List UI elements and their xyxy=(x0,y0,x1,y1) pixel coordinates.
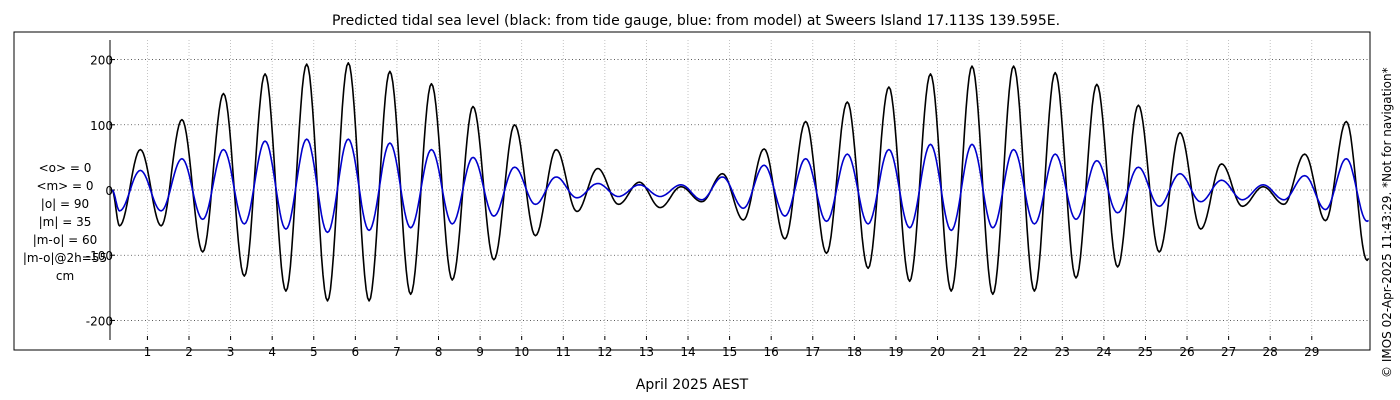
stat-abs-diff-2h: |m-o|@2h=55 xyxy=(23,251,107,265)
x-tick-label-28: 28 xyxy=(1263,345,1278,359)
y-tick-label-0: 0 xyxy=(105,184,113,198)
x-tick-label-1: 1 xyxy=(144,345,152,359)
x-tick-label-24: 24 xyxy=(1096,345,1111,359)
x-tick-label-27: 27 xyxy=(1221,345,1236,359)
x-tick-label-3: 3 xyxy=(227,345,235,359)
axes xyxy=(109,40,1313,340)
x-tick-label-22: 22 xyxy=(1013,345,1028,359)
y-tick-label-200: 200 xyxy=(90,54,113,68)
x-tick-label-17: 17 xyxy=(805,345,820,359)
y-tick-label-100: 100 xyxy=(90,119,113,133)
x-tick-label-15: 15 xyxy=(722,345,737,359)
y-tick-label--200: -200 xyxy=(86,314,113,328)
x-tick-label-29: 29 xyxy=(1304,345,1319,359)
y-tick-label--100: -100 xyxy=(86,249,113,263)
outer-frame xyxy=(13,31,1371,351)
x-tick-label-11: 11 xyxy=(556,345,571,359)
x-tick-label-25: 25 xyxy=(1138,345,1153,359)
x-tick-label-16: 16 xyxy=(764,345,779,359)
x-tick-label-26: 26 xyxy=(1179,345,1194,359)
x-tick-label-7: 7 xyxy=(393,345,401,359)
x-tick-label-9: 9 xyxy=(476,345,484,359)
stat-unit: cm xyxy=(56,269,74,283)
x-tick-label-19: 19 xyxy=(888,345,903,359)
x-tick-label-4: 4 xyxy=(268,345,276,359)
x-tick-label-18: 18 xyxy=(847,345,862,359)
tick-labels: 1 2 3 4 5 6 7 8 9 10 11 12 13 14 15 16 17 18 19 20 21 22 23 24 2… xyxy=(86,54,1320,359)
x-tick-label-21: 21 xyxy=(971,345,986,359)
series-line-tide-gauge xyxy=(111,62,1370,302)
x-tick-label-20: 20 xyxy=(930,345,945,359)
series xyxy=(111,62,1370,302)
x-tick-label-10: 10 xyxy=(514,345,529,359)
stat-abs-diff: |m-o| = 60 xyxy=(33,233,98,247)
chart-title: Predicted tidal sea level (black: from t… xyxy=(332,13,1060,29)
stat-mean-obs: <o> = 0 xyxy=(39,161,92,175)
x-tick-label-8: 8 xyxy=(435,345,443,359)
x-tick-label-23: 23 xyxy=(1055,345,1070,359)
stats-block: <o> = 0 <m> = 0 |o| = 90 |m| = 35 |m-o| … xyxy=(23,161,107,283)
x-tick-label-12: 12 xyxy=(597,345,612,359)
series-line-model xyxy=(111,138,1370,234)
x-tick-label-2: 2 xyxy=(185,345,193,359)
x-axis-label: April 2025 AEST xyxy=(636,377,749,393)
x-tick-label-13: 13 xyxy=(639,345,654,359)
copyright-notice: © IMOS 02-Apr-2025 11:43:29. *Not for na… xyxy=(1380,67,1394,378)
x-tick-label-6: 6 xyxy=(352,345,360,359)
stat-mean-model: <m> = 0 xyxy=(36,179,93,193)
grid xyxy=(110,40,1370,340)
x-tick-label-5: 5 xyxy=(310,345,318,359)
stat-abs-obs: |o| = 90 xyxy=(41,197,89,211)
x-tick-label-14: 14 xyxy=(680,345,695,359)
stat-abs-model: |m| = 35 xyxy=(39,215,92,229)
